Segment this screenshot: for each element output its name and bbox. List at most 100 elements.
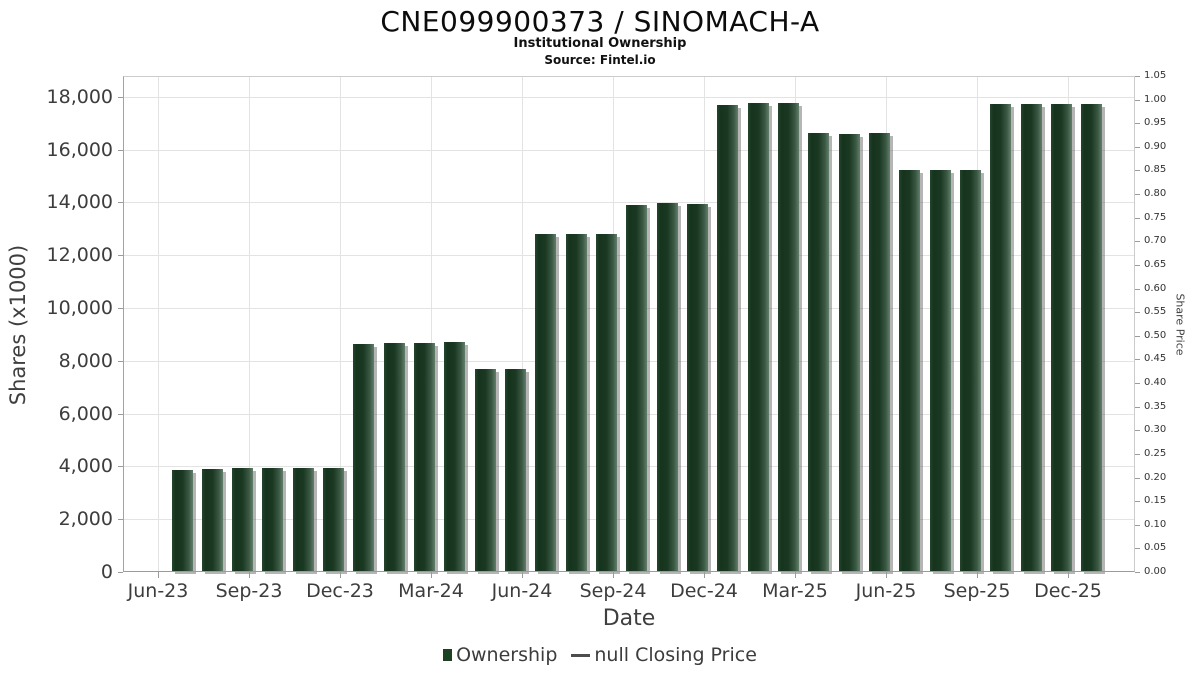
- v-gridline: [522, 77, 523, 571]
- right-axis-tick: [1135, 146, 1140, 148]
- left-axis-tick-label: 14,000: [46, 191, 113, 214]
- ownership-bar: [292, 468, 314, 571]
- ownership-bar: [687, 203, 709, 571]
- x-axis-tick: [522, 572, 523, 578]
- legend-item-closing-price[interactable]: null Closing Price: [571, 644, 757, 666]
- ownership-bar: [201, 469, 223, 571]
- ownership-bar: [717, 104, 739, 571]
- left-axis-tick: [118, 96, 123, 98]
- right-axis-tick-label: 0.10: [1144, 518, 1167, 530]
- right-axis-tick: [1135, 572, 1140, 573]
- ownership-bar: [990, 103, 1012, 571]
- ownership-bar: [383, 343, 405, 571]
- x-axis-tick-label: Sep-24: [579, 580, 647, 602]
- right-axis-tick-label: 0.25: [1144, 447, 1167, 459]
- ownership-bar: [262, 468, 284, 571]
- right-axis-tick-label: 0.00: [1144, 566, 1167, 577]
- ownership-bar: [474, 369, 496, 571]
- x-axis-tick-label: Dec-24: [670, 580, 738, 602]
- x-axis-tick-label: Mar-25: [762, 580, 828, 602]
- ownership-bar: [505, 369, 527, 571]
- left-axis-tick-label: 16,000: [46, 138, 113, 161]
- right-axis-tick: [1135, 170, 1140, 172]
- left-axis-tick-label: 8,000: [58, 349, 113, 372]
- right-axis-tick-label: 0.60: [1144, 282, 1167, 294]
- right-axis-tick: [1135, 99, 1140, 101]
- x-axis-tick: [340, 572, 341, 578]
- x-axis-tick-label: Dec-25: [1034, 580, 1102, 602]
- h-gridline: [124, 202, 1134, 204]
- x-axis-tick: [1068, 572, 1069, 578]
- right-axis-tick-label: 0.30: [1144, 424, 1167, 436]
- page-title: CNE099900373 / SINOMACH-A: [380, 5, 820, 38]
- right-axis-tick: [1135, 264, 1140, 266]
- v-gridline: [249, 77, 250, 571]
- ownership-bar: [656, 203, 678, 571]
- right-axis-tick-label: 0.90: [1144, 140, 1167, 152]
- left-axis-tick-label: 6,000: [58, 402, 113, 425]
- left-axis-tick-label: 18,000: [46, 85, 113, 108]
- ownership-bar: [1081, 103, 1103, 571]
- right-axis-tick-label: 0.20: [1144, 471, 1167, 483]
- x-axis-tick: [886, 572, 887, 578]
- ownership-bar: [838, 133, 860, 571]
- left-axis-tick-label: 12,000: [46, 244, 113, 267]
- ownership-bar: [565, 234, 587, 571]
- chart-source: Source: Fintel.io: [544, 53, 656, 67]
- x-axis-tick-label: Dec-23: [306, 580, 374, 602]
- x-axis-title: Date: [602, 606, 656, 631]
- ownership-bar: [1020, 103, 1042, 571]
- left-axis-tick: [118, 413, 123, 415]
- right-axis-tick-label: 0.55: [1144, 306, 1167, 318]
- right-axis-tick-label: 1.05: [1144, 70, 1167, 81]
- x-axis-tick: [249, 572, 250, 578]
- right-axis-tick: [1135, 76, 1140, 77]
- x-axis-tick: [431, 572, 432, 578]
- left-axis-tick: [118, 466, 123, 468]
- right-axis-tick-label: 0.05: [1144, 542, 1167, 554]
- right-axis-tick: [1135, 335, 1140, 337]
- left-axis-tick: [118, 360, 123, 362]
- right-axis-tick-label: 0.85: [1144, 164, 1167, 176]
- ownership-bar: [869, 133, 891, 571]
- ownership-bar: [747, 102, 769, 571]
- right-axis-tick: [1135, 524, 1140, 526]
- h-gridline: [124, 96, 1134, 98]
- right-axis-tick-label: 1.00: [1144, 93, 1167, 105]
- right-axis-tick: [1135, 501, 1140, 503]
- ownership-bar: [596, 234, 618, 571]
- ownership-bar: [171, 470, 193, 571]
- v-gridline: [158, 77, 159, 571]
- legend-ownership-label: Ownership: [456, 644, 558, 666]
- h-gridline: [124, 149, 1134, 151]
- x-axis-tick: [613, 572, 614, 578]
- legend: Ownership null Closing Price: [0, 644, 1200, 666]
- v-gridline: [431, 77, 432, 571]
- right-axis-tick: [1135, 477, 1140, 479]
- legend-item-ownership[interactable]: Ownership: [443, 644, 557, 666]
- left-axis-tick-label: 10,000: [46, 296, 113, 319]
- left-axis-title: Shares (x1000): [6, 244, 30, 406]
- ownership-bar: [444, 342, 466, 571]
- right-axis-tick: [1135, 288, 1140, 290]
- right-axis-tick: [1135, 241, 1140, 243]
- left-axis-tick: [118, 307, 123, 309]
- right-axis-tick: [1135, 312, 1140, 314]
- right-axis-tick: [1135, 548, 1140, 550]
- ownership-bar: [929, 170, 951, 571]
- left-axis-tick-label: 0: [100, 561, 113, 583]
- ownership-bar: [323, 468, 345, 571]
- left-axis-tick: [118, 202, 123, 204]
- left-axis-tick: [118, 149, 123, 151]
- right-axis-tick: [1135, 406, 1140, 408]
- x-axis-tick: [158, 572, 159, 578]
- x-axis-tick: [977, 572, 978, 578]
- ownership-bar: [535, 234, 557, 571]
- ownership-bar: [232, 468, 254, 571]
- left-axis-tick: [118, 519, 123, 521]
- x-axis-tick: [795, 572, 796, 578]
- ownership-bar: [960, 170, 982, 571]
- right-axis-tick: [1135, 194, 1140, 196]
- ownership-bar: [899, 170, 921, 571]
